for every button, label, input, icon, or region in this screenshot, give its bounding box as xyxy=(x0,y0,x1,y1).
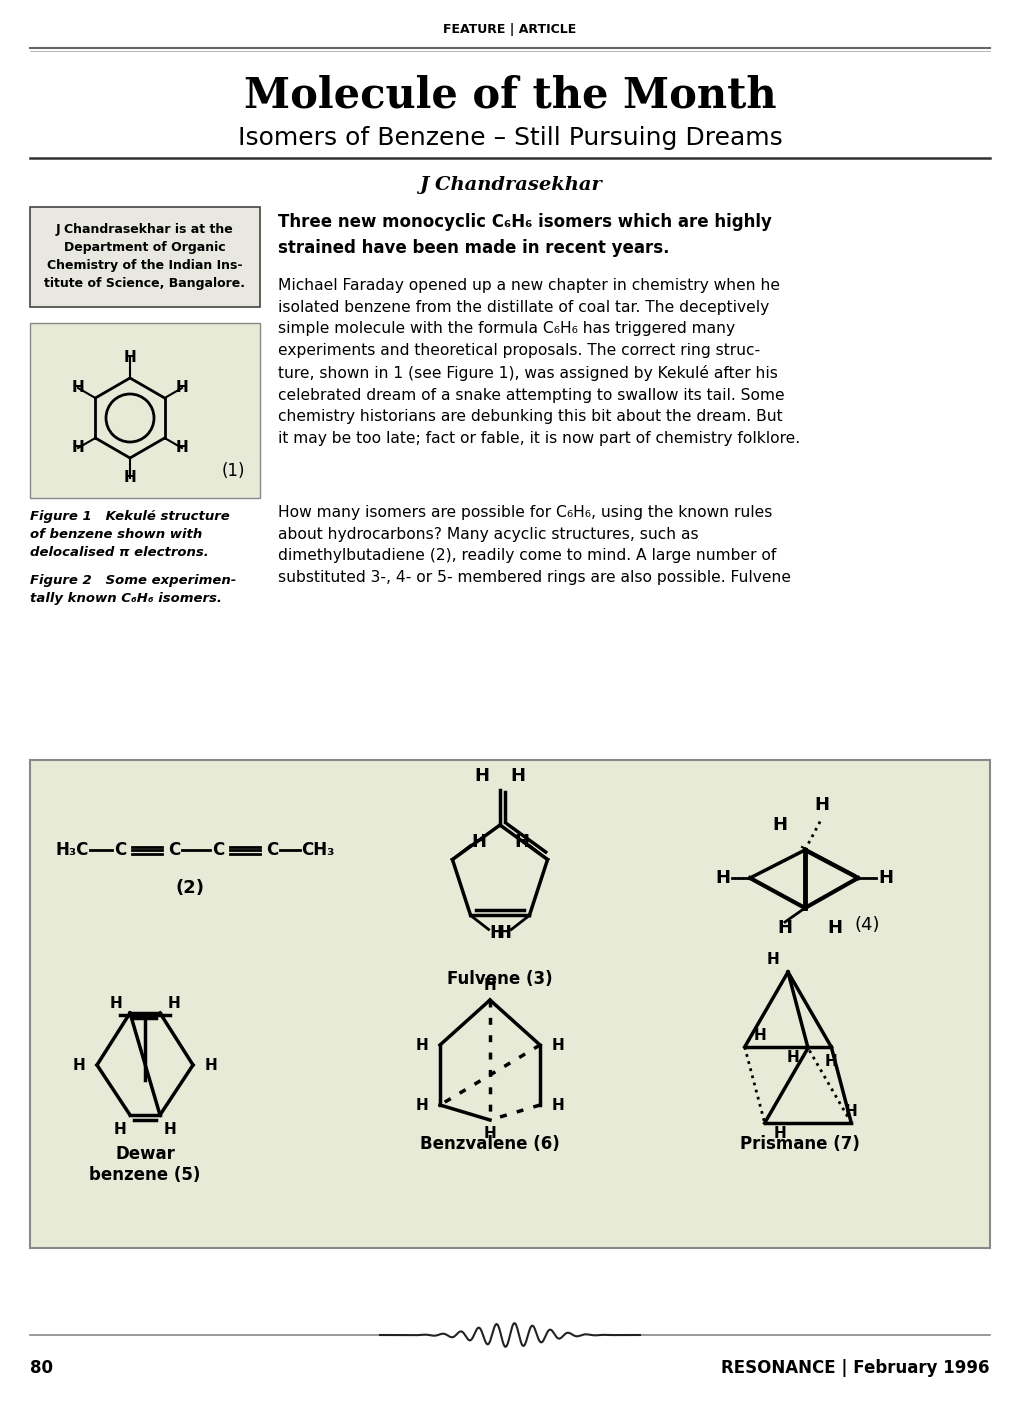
Text: CH₃: CH₃ xyxy=(301,841,334,859)
Text: (2): (2) xyxy=(175,878,204,897)
Text: H: H xyxy=(471,832,485,850)
Text: H: H xyxy=(175,440,189,455)
Text: Dewar
benzene (5): Dewar benzene (5) xyxy=(90,1145,201,1184)
Text: H: H xyxy=(877,869,892,887)
Text: H: H xyxy=(113,1122,126,1138)
Text: H: H xyxy=(205,1058,217,1073)
Text: How many isomers are possible for C₆H₆, using the known rules
about hydrocarbons: How many isomers are possible for C₆H₆, … xyxy=(278,504,790,584)
Text: H: H xyxy=(824,1055,837,1069)
Text: H: H xyxy=(551,1038,564,1052)
FancyBboxPatch shape xyxy=(30,324,260,497)
Text: H: H xyxy=(123,471,137,486)
Text: H: H xyxy=(109,996,122,1010)
Text: H: H xyxy=(826,919,842,937)
Text: H: H xyxy=(753,1027,765,1042)
Text: FEATURE | ARTICLE: FEATURE | ARTICLE xyxy=(443,24,576,36)
Text: Three new monocyclic C₆H₆ isomers which are highly
strained have been made in re: Three new monocyclic C₆H₆ isomers which … xyxy=(278,213,771,258)
Text: H: H xyxy=(175,381,189,395)
Text: H: H xyxy=(714,869,730,887)
Text: H: H xyxy=(786,1051,799,1066)
Text: Figure 1   Kekulé structure
of benzene shown with
delocalised π electrons.: Figure 1 Kekulé structure of benzene sho… xyxy=(30,510,229,559)
Text: H: H xyxy=(814,796,828,814)
FancyBboxPatch shape xyxy=(30,759,989,1248)
Text: H: H xyxy=(415,1038,428,1052)
Text: Benzvalene (6): Benzvalene (6) xyxy=(420,1135,559,1153)
Text: H: H xyxy=(483,978,496,993)
Text: H: H xyxy=(551,1097,564,1112)
Text: RESONANCE | February 1996: RESONANCE | February 1996 xyxy=(720,1359,989,1377)
Text: H: H xyxy=(123,350,137,366)
Text: C: C xyxy=(212,841,224,859)
Text: J Chandrasekhar is at the
Department of Organic
Chemistry of the Indian Ins-
tit: J Chandrasekhar is at the Department of … xyxy=(45,224,246,290)
Text: H: H xyxy=(510,766,525,785)
Text: H: H xyxy=(163,1122,176,1138)
Text: J Chandrasekhar: J Chandrasekhar xyxy=(418,177,601,193)
Text: (1): (1) xyxy=(221,462,245,481)
Text: Fulvene (3): Fulvene (3) xyxy=(446,969,552,988)
Text: H: H xyxy=(483,1126,496,1142)
Text: Molecule of the Month: Molecule of the Month xyxy=(244,74,775,116)
Text: H: H xyxy=(71,440,85,455)
Text: H: H xyxy=(474,766,489,785)
Text: H: H xyxy=(495,925,511,943)
Text: C: C xyxy=(266,841,278,859)
Text: H: H xyxy=(766,953,779,968)
Text: Isomers of Benzene – Still Pursuing Dreams: Isomers of Benzene – Still Pursuing Drea… xyxy=(237,126,782,150)
Text: H: H xyxy=(776,919,792,937)
Text: H: H xyxy=(514,832,529,850)
Text: C: C xyxy=(168,841,180,859)
Text: H: H xyxy=(844,1104,857,1118)
FancyBboxPatch shape xyxy=(30,207,260,307)
Text: H: H xyxy=(167,996,180,1010)
Text: H: H xyxy=(489,925,503,943)
Text: H: H xyxy=(415,1097,428,1112)
Text: Prismane (7): Prismane (7) xyxy=(740,1135,859,1153)
Text: H: H xyxy=(72,1058,86,1073)
Text: H: H xyxy=(772,1125,786,1140)
Text: H: H xyxy=(71,381,85,395)
Text: H: H xyxy=(771,815,787,834)
Text: Figure 2   Some experimen-
tally known C₆H₆ isomers.: Figure 2 Some experimen- tally known C₆H… xyxy=(30,574,236,605)
Text: C: C xyxy=(114,841,126,859)
Text: H₃C: H₃C xyxy=(55,841,89,859)
Text: Michael Faraday opened up a new chapter in chemistry when he
isolated benzene fr: Michael Faraday opened up a new chapter … xyxy=(278,277,799,446)
Text: 80: 80 xyxy=(30,1359,53,1377)
Text: (4): (4) xyxy=(854,916,879,934)
